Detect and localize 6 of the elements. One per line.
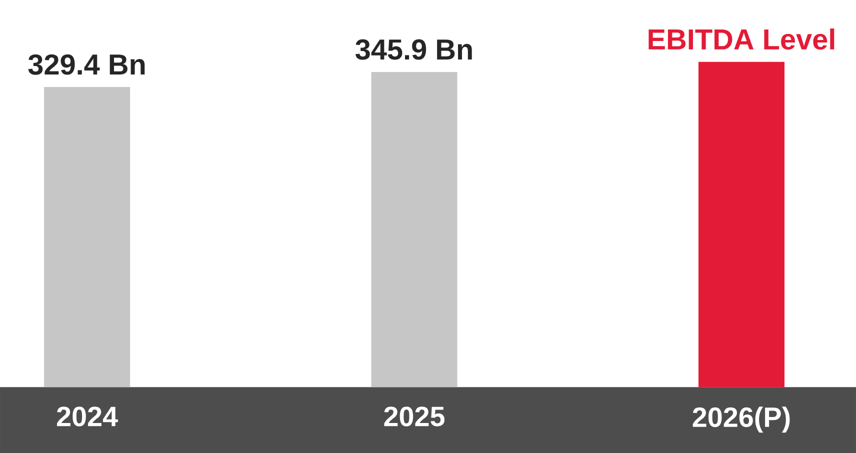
data-label: 345.9 Bn [356,39,472,60]
x-tick-label: 2025 [384,406,444,426]
data-label: 329.4 Bn [28,54,145,75]
x-tick-label: 2024 [56,406,118,426]
x-tick-label: 2026(P) [692,406,790,433]
data-label: EBITDA Level [648,28,834,50]
